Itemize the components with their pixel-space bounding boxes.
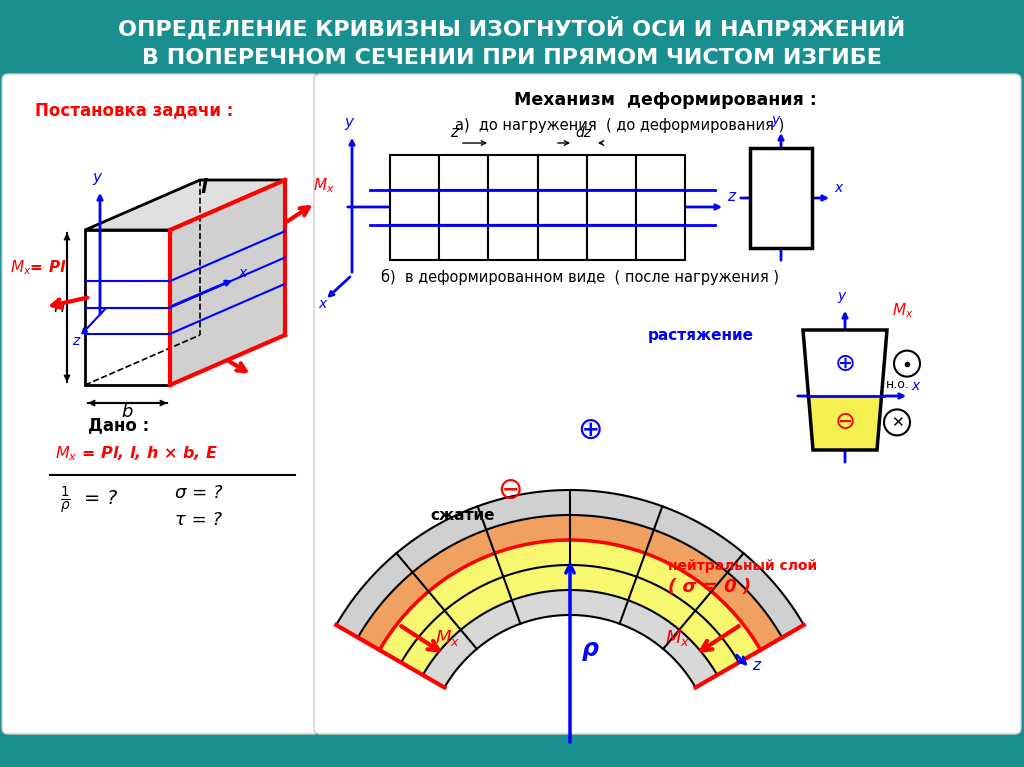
Text: а)  до нагружения  ( до деформирования ): а) до нагружения ( до деформирования ): [456, 118, 784, 133]
Polygon shape: [85, 230, 170, 385]
Bar: [750, 148, 812, 248]
Polygon shape: [380, 540, 761, 663]
Text: z: z: [727, 189, 735, 204]
Text: x: x: [834, 181, 843, 195]
Polygon shape: [803, 330, 887, 396]
Polygon shape: [401, 565, 739, 675]
Text: σ = ?: σ = ?: [175, 484, 222, 502]
Text: $M_x$: $M_x$: [435, 627, 460, 647]
Text: b: b: [121, 403, 133, 421]
Text: ⊕: ⊕: [578, 416, 603, 445]
Bar: [439, 190, 488, 225]
Circle shape: [884, 410, 910, 436]
Text: ⊖: ⊖: [835, 410, 855, 434]
Text: τ = ?: τ = ?: [175, 511, 222, 529]
Bar: [488, 190, 538, 225]
Text: ( σ = 0 ): ( σ = 0 ): [668, 578, 752, 596]
Text: $M_x$ = Pl, l, h × b, E: $M_x$ = Pl, l, h × b, E: [55, 444, 218, 463]
Polygon shape: [809, 396, 882, 450]
Bar: [488, 225, 538, 260]
Text: нейтральный слой: нейтральный слой: [668, 559, 817, 573]
FancyBboxPatch shape: [2, 74, 319, 734]
Text: Постановка задачи :: Постановка задачи :: [35, 101, 233, 119]
Text: В ПОПЕРЕЧНОМ СЕЧЕНИИ ПРИ ПРЯМОМ ЧИСТОМ ИЗГИБЕ: В ПОПЕРЕЧНОМ СЕЧЕНИИ ПРИ ПРЯМОМ ЧИСТОМ И…: [142, 48, 882, 68]
Bar: [439, 225, 488, 260]
Bar: [488, 155, 538, 190]
Text: y: y: [344, 115, 353, 130]
Bar: [390, 225, 439, 260]
Text: dz: dz: [575, 126, 591, 140]
Text: z: z: [752, 658, 760, 673]
Text: x: x: [238, 266, 246, 280]
Text: x: x: [911, 379, 920, 393]
Bar: [390, 190, 439, 225]
Bar: [636, 190, 685, 225]
Bar: [538, 225, 587, 260]
Text: y: y: [771, 113, 779, 127]
Text: z: z: [450, 125, 458, 140]
Text: x: x: [318, 297, 327, 311]
Bar: [538, 190, 587, 225]
Bar: [636, 225, 685, 260]
Bar: [390, 155, 439, 190]
Bar: [439, 155, 488, 190]
Polygon shape: [357, 515, 782, 650]
Text: ⊖: ⊖: [498, 476, 522, 505]
Bar: [587, 190, 636, 225]
Text: ✕: ✕: [891, 415, 903, 430]
Text: ρ: ρ: [582, 637, 599, 661]
Text: h: h: [53, 298, 65, 316]
Text: $\frac{1}{\rho}$  = ?: $\frac{1}{\rho}$ = ?: [60, 485, 118, 515]
Polygon shape: [170, 180, 285, 385]
Text: Дано :: Дано :: [88, 416, 150, 434]
Text: растяжение: растяжение: [648, 328, 754, 343]
Text: l: l: [201, 178, 207, 197]
Text: $M_x$: $M_x$: [313, 176, 335, 195]
Text: $M_x$: $M_x$: [892, 301, 913, 320]
Bar: [636, 155, 685, 190]
Text: б)  в деформированном виде  ( после нагружения ): б) в деформированном виде ( после нагруж…: [381, 269, 779, 285]
Text: н.о.: н.о.: [886, 378, 909, 391]
Text: y: y: [92, 170, 101, 185]
Text: ОПРЕДЕЛЕНИЕ КРИВИЗНЫ ИЗОГНУТОЙ ОСИ И НАПРЯЖЕНИЙ: ОПРЕДЕЛЕНИЕ КРИВИЗНЫ ИЗОГНУТОЙ ОСИ И НАП…: [119, 16, 905, 40]
Text: ⊕: ⊕: [835, 351, 855, 376]
Bar: [587, 225, 636, 260]
Text: сжатие: сжатие: [430, 508, 495, 523]
Text: Механизм  деформирования :: Механизм деформирования :: [514, 91, 816, 109]
Text: z: z: [72, 334, 79, 348]
Bar: [538, 155, 587, 190]
Circle shape: [894, 351, 920, 377]
FancyBboxPatch shape: [314, 74, 1021, 734]
Text: y: y: [837, 289, 845, 303]
Bar: [587, 155, 636, 190]
Polygon shape: [85, 180, 285, 230]
Text: $M_x$= Pl: $M_x$= Pl: [10, 258, 67, 277]
Text: $M_x$: $M_x$: [666, 627, 690, 647]
Polygon shape: [336, 490, 804, 637]
Polygon shape: [423, 590, 717, 687]
